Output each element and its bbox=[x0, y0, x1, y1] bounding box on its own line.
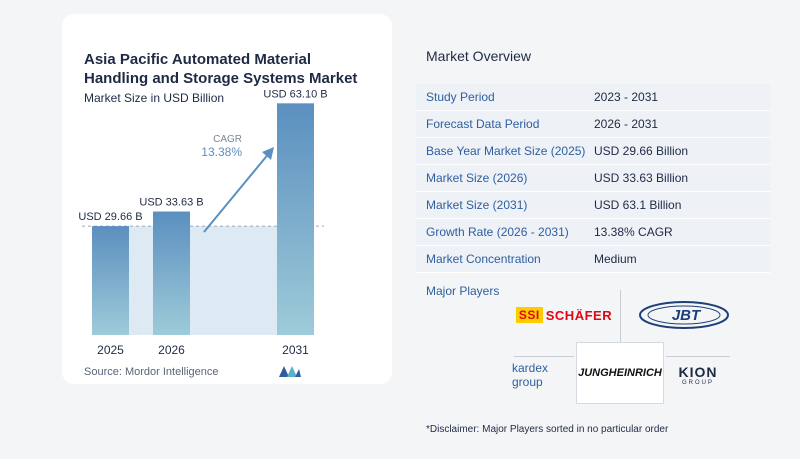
logo-divider bbox=[620, 290, 621, 348]
row-key: Market Concentration bbox=[426, 252, 541, 266]
row-key: Forecast Data Period bbox=[426, 117, 540, 131]
major-players-label: Major Players bbox=[426, 284, 500, 298]
bar-2025 bbox=[92, 226, 129, 335]
kion-text: KION bbox=[678, 364, 718, 380]
kardex-logo: kardex group bbox=[512, 361, 549, 389]
table-row: Market Size (2026) USD 33.63 Billion bbox=[416, 165, 770, 192]
bar-2026 bbox=[153, 211, 190, 335]
bar-chart: USD 29.66 B 2025 USD 33.63 B 2026 USD 63.10 … bbox=[78, 88, 327, 357]
row-value: USD 63.1 Billion bbox=[594, 198, 682, 212]
jbt-logo: JBT bbox=[636, 298, 732, 332]
row-key: Study Period bbox=[426, 90, 495, 104]
jbt-logo-icon: JBT bbox=[639, 301, 729, 329]
bar-2031 bbox=[277, 103, 314, 335]
cagr-arrow-line bbox=[203, 151, 271, 233]
jungheinrich-logo: JUNGHEINRICH bbox=[576, 342, 664, 404]
table-row: Study Period 2023 - 2031 bbox=[416, 84, 770, 111]
disclaimer: *Disclaimer: Major Players sorted in no … bbox=[426, 424, 669, 435]
market-overview-table: Study Period 2023 - 2031 Forecast Data Pe… bbox=[416, 84, 770, 273]
mordor-logo-icon bbox=[279, 366, 301, 377]
table-row: Forecast Data Period 2026 - 2031 bbox=[416, 111, 770, 138]
data-label-2031: USD 63.10 B bbox=[263, 88, 327, 100]
kion-logo: KION GROUP bbox=[668, 360, 728, 390]
row-value: USD 33.63 Billion bbox=[594, 171, 689, 185]
row-value: Medium bbox=[594, 252, 637, 266]
ssi-schaefer-logo: SSI SCHÄFER bbox=[515, 302, 613, 328]
table-row: Market Size (2031) USD 63.1 Billion bbox=[416, 192, 770, 219]
cagr-label: CAGR bbox=[213, 134, 242, 145]
chart-subtitle: Market Size in USD Billion bbox=[84, 91, 225, 105]
logo-divider bbox=[666, 356, 730, 357]
row-key: Market Size (2026) bbox=[426, 171, 528, 185]
logo-divider bbox=[514, 356, 574, 357]
row-value: 2026 - 2031 bbox=[594, 117, 659, 131]
jbt-logo-text: JBT bbox=[672, 307, 702, 324]
data-label-2025: USD 29.66 B bbox=[78, 211, 142, 223]
row-key: Base Year Market Size (2025) bbox=[426, 144, 586, 158]
table-row: Base Year Market Size (2025) USD 29.66 Bi… bbox=[416, 138, 770, 165]
chart-title: Asia Pacific Automated Material Handling… bbox=[84, 51, 358, 87]
row-key: Market Size (2031) bbox=[426, 198, 528, 212]
kion-sub: GROUP bbox=[681, 380, 714, 386]
tick-label-2026: 2026 bbox=[158, 343, 185, 357]
row-value: USD 29.66 Billion bbox=[594, 144, 689, 158]
row-value: 2023 - 2031 bbox=[594, 90, 659, 104]
ssi-box: SSI bbox=[515, 307, 543, 323]
ssi-text: SCHÄFER bbox=[545, 307, 613, 323]
row-key: Growth Rate (2026 - 2031) bbox=[426, 225, 569, 239]
table-row: Growth Rate (2026 - 2031) 13.38% CAGR bbox=[416, 219, 770, 246]
cagr-value: 13.38% bbox=[201, 145, 242, 159]
market-overview-title: Market Overview bbox=[426, 48, 532, 64]
table-row: Market Concentration Medium bbox=[416, 246, 770, 273]
tick-label-2031: 2031 bbox=[282, 343, 309, 357]
tick-label-2025: 2025 bbox=[97, 343, 124, 357]
cagr-arrow-head bbox=[262, 147, 274, 160]
row-value: 13.38% CAGR bbox=[594, 225, 673, 239]
data-label-2026: USD 33.63 B bbox=[139, 197, 203, 209]
chart-source: Source: Mordor Intelligence bbox=[84, 366, 219, 378]
